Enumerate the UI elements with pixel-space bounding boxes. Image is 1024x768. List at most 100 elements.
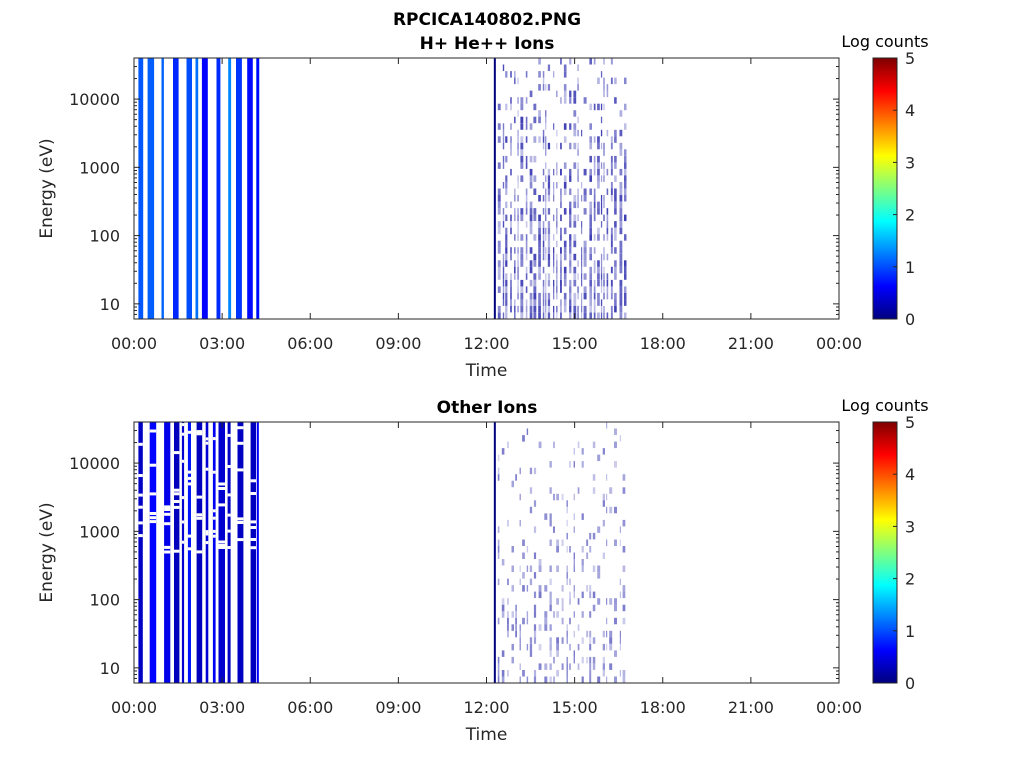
spectrogram-cell [517,266,519,274]
spectrogram-cell [560,266,562,274]
spectrogram-cell [507,624,509,631]
spectrogram-cell [542,247,545,254]
spectrogram-cell [517,305,519,313]
spectrogram-cell [545,253,547,261]
spectrogram-cell [569,214,572,222]
spectrogram-gap [181,520,185,524]
spectrogram-cell [569,188,572,195]
spectrogram-cell [520,234,524,241]
spectrogram-cell [589,123,592,130]
spectrogram-cell [581,221,583,228]
spectrogram-cell [502,214,505,222]
spectrogram-cell [520,214,524,222]
spectrogram-cell [583,208,587,215]
spectrogram-cell [502,273,505,280]
spectrogram-cell [560,168,562,176]
spectrogram-cell [514,77,516,85]
x-tick-label: 06:00 [287,698,333,717]
spectrogram-cell [583,240,587,248]
spectrogram-cell [545,273,547,280]
spectrogram-cell [529,227,533,235]
spectrogram-cell [606,493,608,501]
spectrogram-column [181,422,185,683]
spectrogram-cell [545,312,547,319]
x-tick-label: 00:00 [816,334,862,353]
spectrogram-cell [542,292,545,300]
spectrogram-cell [560,273,562,280]
spectrogram-cell [525,240,528,248]
colorbar-tick-label: 0 [905,674,915,693]
spectrogram-cell [497,670,500,677]
spectrogram-cell [553,71,555,78]
spectrogram-cell [563,175,567,182]
spectrogram-cell [589,58,592,65]
spectrogram-cell [501,611,505,618]
spectrogram-cell [547,188,551,195]
spectrogram-cell [597,292,600,300]
spectrogram-gap [237,441,244,445]
spectrogram-cell [533,624,537,631]
spectrogram-cell [507,578,509,586]
spectrogram-cell [533,260,537,267]
spectrogram-cell [614,234,617,241]
spectrogram-cell [581,676,584,683]
spectrogram-cell [597,273,600,280]
spectrogram-cell [577,188,579,195]
spectrogram-cell [529,201,533,209]
spectrogram-gap [212,534,216,538]
spectrogram-cell [517,97,519,104]
spectrogram-cell [533,273,537,280]
spectrogram-cell [519,565,521,572]
spectrogram-cell [517,149,519,156]
spectrogram-cell [538,266,541,274]
spectrogram-cell [573,461,575,468]
spectrogram-cell [560,97,562,104]
spectrogram-cell [510,103,512,111]
spectrogram-cell [577,487,580,494]
spectrogram-cell [517,221,519,228]
spectrogram-cell [619,591,621,599]
spectrogram-cell [606,208,609,215]
spectrogram-cell [519,578,521,586]
spectrogram-cell [542,136,545,143]
spectrogram-cell [533,305,537,313]
spectrogram-cell [566,565,568,572]
spectrogram-cell [497,123,501,130]
spectrogram-band [493,58,627,319]
spectrogram-cell [603,84,605,91]
spectrogram-cell [610,312,613,319]
spectrogram-cell [563,90,567,98]
spectrogram-cell [622,604,626,612]
spectrogram-cell [545,214,547,222]
spectrogram-gap [138,474,143,477]
spectrogram-cell [622,487,626,494]
spectrogram-cell [573,129,577,137]
spectrogram-cell [549,643,552,651]
spectrogram-cell [583,253,587,261]
spectrogram-cell [525,253,528,261]
spectrogram-cell [542,84,545,91]
spectrogram-cell [510,221,512,228]
spectrogram-cell [573,162,577,169]
spectrogram-gap [218,540,225,544]
colorbar-tick-label: 4 [905,101,915,120]
spectrogram-cell [529,292,533,300]
spectrogram-cell [573,305,577,313]
spectrogram-cell [553,292,555,300]
spectrogram-cell [560,227,562,235]
spectrogram-cell [520,136,524,143]
spectrogram-cell [593,188,596,195]
colorbar-tick-label: 5 [905,49,915,68]
spectrogram-cell [553,676,555,683]
spectrogram-cell [501,650,505,657]
spectrogram-cell [556,305,558,313]
spectrogram-cell [566,656,568,664]
x-tick-label: 15:00 [552,334,598,353]
spectrogram-cell [538,624,542,631]
spectrogram-cell [577,260,579,267]
spectrogram-cell [529,643,533,651]
spectrogram-cell [533,611,537,618]
spectrogram-cell [581,299,583,306]
spectrogram-cell [573,630,575,638]
spectrogram-column [493,422,496,683]
